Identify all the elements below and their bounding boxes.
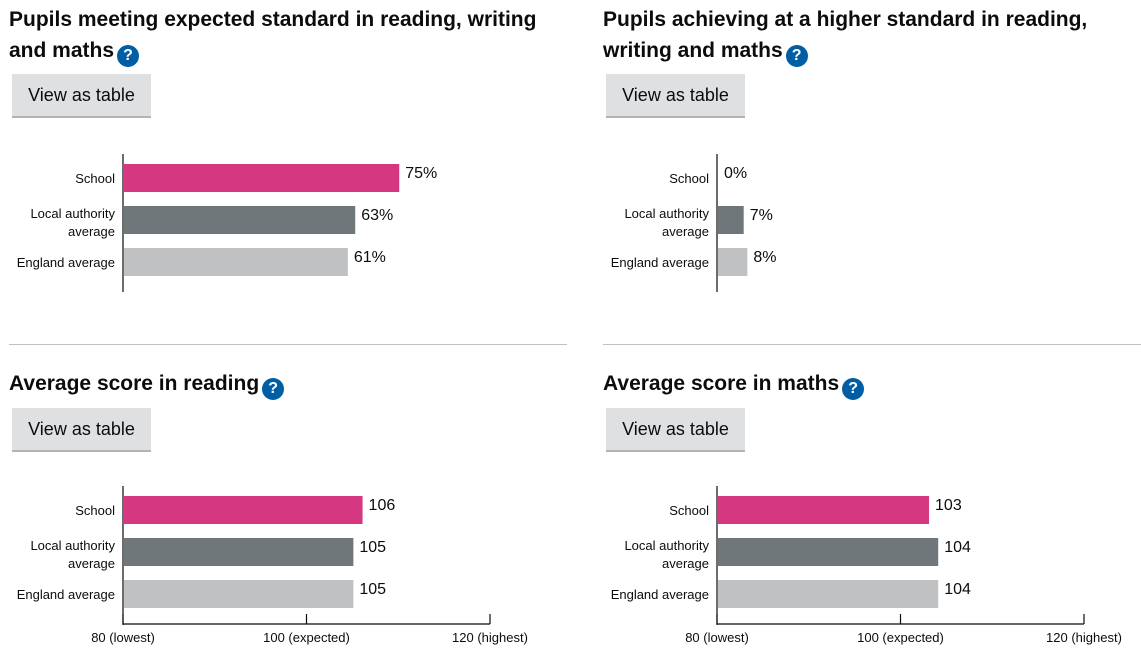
higher-standard-chart: School 0% Local authority average 7% England …: [603, 154, 1141, 299]
chart-svg: School 106 Local authority average 105 Englan…: [17, 486, 528, 645]
bar-england: [124, 248, 348, 276]
category-label: School: [669, 171, 709, 186]
tick-label: 120 (highest): [452, 630, 528, 645]
tick-label: 120 (highest): [1046, 630, 1122, 645]
category-label: Local authority average: [30, 206, 115, 239]
higher-standard-panel: Pupils achieving at a higher standard in…: [603, 4, 1141, 292]
section-divider: [9, 344, 567, 345]
section-divider: [603, 344, 1141, 345]
chart-title: Average score in maths?: [603, 368, 1141, 400]
chart-title-text: Average score in maths: [603, 372, 840, 395]
category-label: Local authority average: [624, 538, 709, 571]
value-label: 105: [359, 539, 386, 556]
bar-school: [124, 496, 363, 524]
tick-label: 100 (expected): [857, 630, 944, 645]
value-label: 61%: [354, 249, 386, 266]
chart-title-text: Average score in reading: [9, 372, 260, 395]
chart-title: Pupils meeting expected standard in read…: [9, 4, 564, 67]
value-label: 103: [935, 497, 962, 514]
value-label: 104: [944, 581, 971, 598]
category-label: School: [75, 503, 115, 518]
chart-svg: School 75% Local authority average 63% Englan…: [17, 154, 437, 292]
bar-school: [124, 164, 400, 192]
chart-svg: School 103 Local authority average 104 Englan…: [611, 486, 1122, 645]
value-label: 7%: [750, 207, 773, 224]
maths-score-chart: School 103 Local authority average 104 Englan…: [603, 486, 1141, 658]
value-label: 63%: [361, 207, 393, 224]
chart-title: Average score in reading?: [9, 368, 564, 400]
category-label: School: [75, 171, 115, 186]
chart-title: Pupils achieving at a higher standard in…: [603, 4, 1141, 67]
reading-score-chart: School 106 Local authority average 105 Englan…: [9, 486, 569, 658]
view-as-table-button[interactable]: View as table: [12, 74, 151, 116]
category-label: England average: [611, 255, 709, 270]
category-label: England average: [17, 587, 115, 602]
value-label: 75%: [405, 165, 437, 182]
category-label: Local authority average: [30, 538, 115, 571]
category-label: School: [669, 503, 709, 518]
view-as-table-button[interactable]: View as table: [606, 408, 745, 450]
question-circle-icon[interactable]: ?: [117, 45, 140, 67]
reading-score-panel: Average score in reading? View as table …: [9, 368, 569, 645]
bar-local-authority: [718, 206, 744, 234]
category-label: England average: [17, 255, 115, 270]
maths-score-panel: Average score in maths? View as table Sc…: [603, 368, 1141, 645]
bar-local-authority: [718, 538, 939, 566]
bar-england: [718, 248, 748, 276]
bar-england: [718, 580, 939, 608]
chart-title-text: Pupils meeting expected standard in read…: [9, 8, 537, 62]
chart-svg: School 0% Local authority average 7% England …: [611, 154, 776, 292]
bar-england: [124, 580, 354, 608]
tick-label: 80 (lowest): [91, 630, 155, 645]
view-as-table-button[interactable]: View as table: [12, 408, 151, 450]
bar-local-authority: [124, 538, 354, 566]
tick-label: 80 (lowest): [685, 630, 749, 645]
bar-school: [718, 496, 930, 524]
tick-label: 100 (expected): [263, 630, 350, 645]
value-label: 106: [369, 497, 396, 514]
bar-local-authority: [124, 206, 356, 234]
category-label: Local authority average: [624, 206, 709, 239]
question-circle-icon[interactable]: ?: [262, 378, 285, 400]
chart-title-text: Pupils achieving at a higher standard in…: [603, 8, 1088, 62]
question-circle-icon[interactable]: ?: [842, 378, 865, 400]
view-as-table-button[interactable]: View as table: [606, 74, 745, 116]
expected-standard-chart: School 75% Local authority average 63% Englan…: [9, 154, 569, 299]
expected-standard-panel: Pupils meeting expected standard in read…: [9, 4, 569, 292]
value-label: 104: [944, 539, 971, 556]
category-label: England average: [611, 587, 709, 602]
value-label: 105: [359, 581, 386, 598]
question-circle-icon[interactable]: ?: [785, 45, 808, 67]
value-label: 8%: [753, 249, 776, 266]
value-label: 0%: [724, 165, 747, 182]
